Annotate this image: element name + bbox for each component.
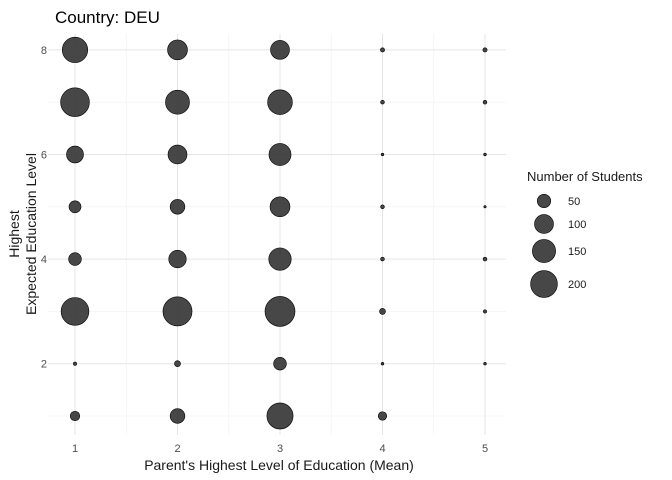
data-point <box>483 309 487 314</box>
data-point <box>165 89 190 115</box>
data-point <box>380 100 385 105</box>
chart-title: Country: DEU <box>55 8 160 27</box>
y-axis-ticks: 2 4 6 8 <box>41 45 47 371</box>
data-point <box>68 200 82 214</box>
data-point <box>483 205 487 209</box>
data-point <box>273 357 287 371</box>
data-point <box>483 362 487 366</box>
y-tick-label: 6 <box>41 150 47 162</box>
legend-key <box>530 270 558 298</box>
x-tick-label: 2 <box>174 443 180 455</box>
data-point <box>270 40 290 60</box>
x-tick-label: 3 <box>277 443 283 455</box>
y-tick-label: 4 <box>41 254 47 266</box>
data-point <box>269 196 291 218</box>
data-point <box>169 199 186 215</box>
data-point <box>482 47 488 53</box>
data-point <box>483 152 487 157</box>
data-point <box>162 296 193 327</box>
data-point <box>380 47 385 53</box>
data-point <box>69 410 81 422</box>
data-point <box>268 143 292 166</box>
x-axis-ticks: 1 2 3 4 5 <box>72 443 488 455</box>
data-point <box>167 144 188 165</box>
data-point <box>60 297 90 326</box>
data-point <box>266 402 294 430</box>
legend-label: 150 <box>568 246 586 258</box>
data-point <box>264 296 296 327</box>
data-point <box>380 256 385 262</box>
data-point <box>66 145 84 164</box>
data-point <box>482 256 488 262</box>
data-point <box>60 87 90 117</box>
data-point <box>377 411 388 421</box>
legend-key <box>534 214 554 234</box>
y-axis-title-line-1: Highest <box>6 210 22 258</box>
x-tick-label: 4 <box>379 443 385 455</box>
data-point <box>167 39 188 61</box>
data-point <box>168 250 187 269</box>
legend: Number of Students 50 100 150 200 <box>527 169 643 298</box>
data-point <box>174 360 181 368</box>
legend-label: 50 <box>568 196 580 208</box>
x-tick-label: 1 <box>72 443 78 455</box>
data-point <box>61 36 89 63</box>
y-axis-title-line-2: Expected Education Level <box>23 153 39 315</box>
legend-key <box>536 193 552 209</box>
y-tick-label: 2 <box>41 359 47 371</box>
legend-label: 100 <box>568 219 586 231</box>
data-point <box>169 408 186 424</box>
x-tick-label: 5 <box>482 443 488 455</box>
legend-label: 200 <box>568 279 586 291</box>
data-point <box>268 247 292 271</box>
legend-key <box>532 239 556 263</box>
data-point <box>380 204 385 209</box>
data-point <box>380 152 385 157</box>
data-points <box>60 36 488 430</box>
y-tick-label: 8 <box>41 45 47 57</box>
data-point <box>380 362 385 366</box>
x-axis-title: Parent's Highest Level of Education (Mea… <box>144 457 414 473</box>
data-point <box>482 100 488 105</box>
data-point <box>379 308 386 315</box>
data-point <box>267 89 293 115</box>
data-point <box>68 252 82 266</box>
data-point <box>73 361 77 366</box>
legend-title: Number of Students <box>527 169 643 184</box>
